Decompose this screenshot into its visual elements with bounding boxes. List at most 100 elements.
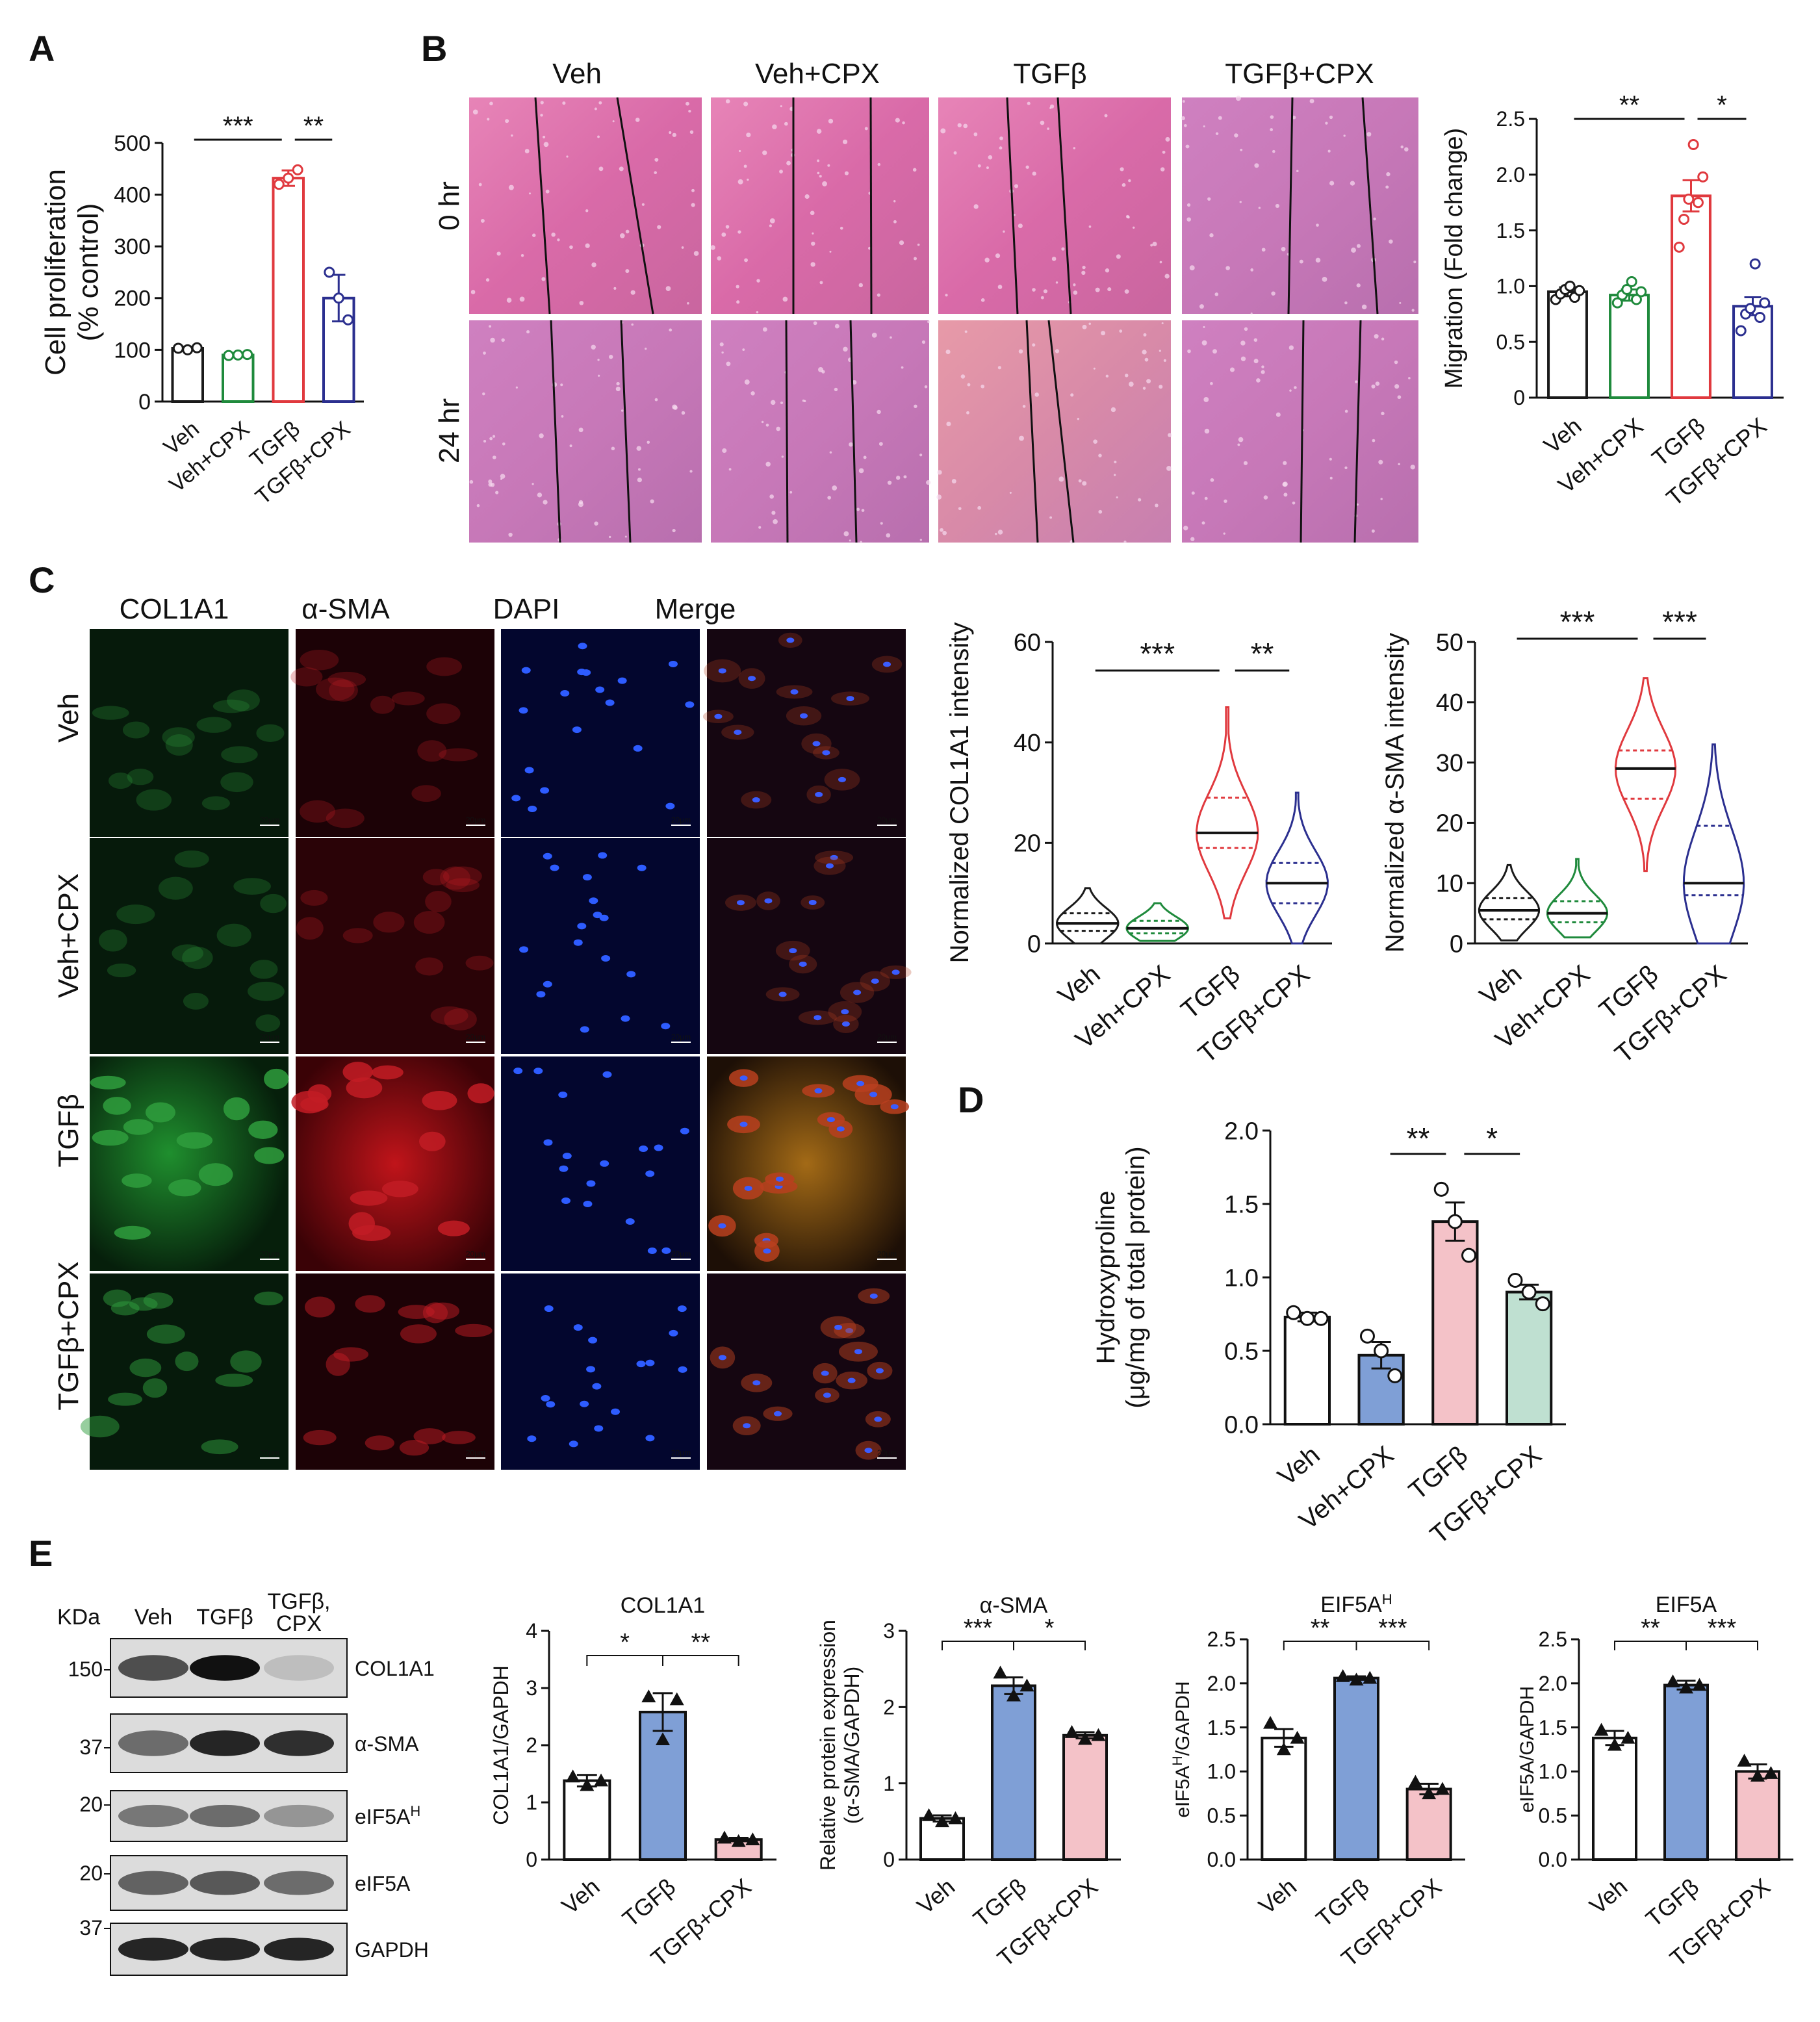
violin-body [1546,858,1609,939]
nucleus [578,643,587,650]
cell-speck [1121,183,1126,187]
cell-speck [597,135,600,138]
data-point [1349,1672,1364,1686]
cell-speck [472,109,478,115]
y-tick-label: 300 [114,235,151,259]
cell-speck [1253,359,1259,364]
cell-speck [758,526,762,529]
cell-speck [1120,167,1124,172]
y-axis-label: (α-SMA/GAPDH) [840,1667,864,1824]
nucleus [588,1337,598,1344]
cell-speck [1040,120,1045,125]
cell-body [413,1428,446,1444]
cell-speck [615,387,621,392]
data-point [1678,213,1690,225]
cell-speck [1397,395,1402,400]
y-tick-label: 2.5 [1496,107,1525,131]
cell-speck [1372,439,1376,442]
cell-speck [726,361,731,366]
cell-speck [1366,132,1372,137]
cell-body [255,1014,281,1032]
cell-speck [980,384,985,389]
cell-body [223,1097,250,1121]
cell-speck [1189,265,1195,271]
cell-speck [1240,340,1246,346]
cell-speck [657,225,661,229]
cell-speck [532,483,534,485]
cell-speck [743,164,747,168]
cell-speck [1309,99,1314,104]
cell-speck [681,246,684,249]
blot-band [118,1804,188,1828]
y-axis-label: Normalized COL1A1 intensity [945,622,974,964]
cell-speck [1081,270,1086,275]
cell-speck [921,340,926,344]
cell-speck [1223,532,1225,535]
y-tick-label: 20 [1014,830,1041,858]
cell-body [136,789,172,811]
cell-speck [1344,409,1348,413]
y-tick-label: 3 [526,1676,537,1700]
violin-body [1125,902,1190,942]
blot-band [190,1730,260,1756]
cell-speck [966,411,969,415]
cell-speck [1144,357,1149,362]
nucleus [661,1247,671,1254]
cell-speck [822,181,827,186]
cell-speck [483,440,487,443]
cell-speck [585,209,589,212]
cell-speck [1204,496,1208,500]
cell-speck [997,285,1003,289]
nucleus [546,1401,556,1408]
bar [1261,1736,1307,1862]
cell-body [373,912,405,933]
scratch-edge-line [1047,320,1075,543]
cell-speck [1123,541,1127,544]
cell-speck [1355,380,1358,383]
cell-speck [1073,147,1076,149]
cell-body [233,878,271,895]
cell-speck [1292,501,1296,505]
violin-body [1478,864,1541,941]
cell-speck [1018,349,1023,354]
immunofluorescence-image-grid: 20μm 20μm 20μm 20μm 20μm 20μm 20μm 20μm 20μm 20μm… [53,593,912,1470]
cell-speck [725,99,730,104]
scale-bar-label: 20μm [260,1448,279,1457]
y-tick-label: 2 [526,1734,537,1757]
nucleus [543,980,552,988]
x-tick-label: TGFβ [617,1873,680,1932]
cell-speck [744,379,750,385]
cell-speck [638,468,641,471]
nucleus [559,1165,569,1172]
cell-body [467,1083,494,1104]
cell-speck [786,160,791,166]
scratch-image-1-0 [469,320,702,543]
nucleus [764,898,773,904]
lane-label: TGFβ, [268,1589,331,1614]
data-point [1387,1368,1403,1383]
nucleus [775,1176,784,1182]
scale-bar-label: 20μm [466,1448,485,1457]
chart-title: COL1A1 [621,1593,705,1618]
nucleus [610,1408,620,1415]
cell-speck [772,124,777,129]
cell-speck [1209,233,1214,238]
cell-speck [543,500,548,505]
cell-speck [1040,296,1044,300]
cell-speck [1077,418,1080,420]
cell-speck [1378,459,1383,465]
cell-speck [957,123,962,127]
data-point [1374,1343,1389,1359]
cell-speck [780,401,784,405]
cell-speck [1150,244,1153,247]
x-tick-label: Veh [1474,960,1527,1010]
data-point [1621,284,1633,296]
cell-speck [880,522,883,525]
nucleus [595,686,605,693]
if-image-1-1 [296,838,494,1054]
data-point [1594,1722,1609,1736]
data-point [1635,286,1647,298]
cell-body [418,1131,446,1151]
nucleus [678,1366,687,1373]
